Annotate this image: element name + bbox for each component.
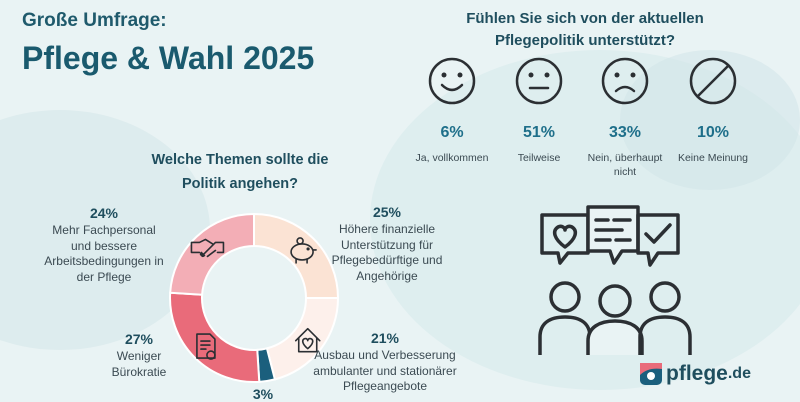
happy-face-icon	[428, 57, 476, 105]
label-finance-text: Höhere finanzielle Unterstützung für Pfl…	[331, 222, 443, 283]
answer-yes-label: Ja, vollkommen	[415, 152, 489, 164]
label-other: 3%	[243, 386, 283, 402]
label-other-value: 3%	[252, 386, 274, 402]
answer-no-opinion: 10% Keine Meinung	[663, 124, 763, 165]
page-title: Pflege & Wahl 2025	[22, 40, 315, 76]
people-icon	[538, 281, 692, 355]
piggy-bank-icon	[290, 237, 317, 264]
answer-partly: 51% Teilweise	[489, 124, 589, 165]
answer-no-label: Nein, überhaupt nicht	[587, 152, 663, 178]
no-opinion-icon	[689, 57, 737, 105]
logo-tld: .de	[727, 365, 751, 382]
heart-bubble-icon	[540, 213, 590, 265]
label-care-offers-text: Ausbau und Verbesserung ambulanter und s…	[313, 348, 457, 393]
answer-no-value: 33%	[608, 124, 642, 141]
label-staff: 24% Mehr Fachpersonal und bessere Arbeit…	[42, 205, 166, 285]
support-question-title: Fühlen Sie sich von der aktuellen Pflege…	[466, 10, 704, 49]
text-bubble-icon	[586, 205, 640, 265]
survey-kicker: Große Umfrage:	[22, 10, 167, 31]
check-bubble-icon	[636, 213, 680, 267]
label-staff-value: 24%	[89, 205, 119, 221]
answer-no-opinion-value: 10%	[696, 124, 730, 141]
sad-face-icon	[601, 57, 649, 105]
label-bureaucracy-text: Weniger Bürokratie	[111, 349, 167, 379]
topics-question-title: Welche Themen sollte die Politik angehen…	[151, 152, 329, 192]
logo-wordmark: pflege	[666, 362, 728, 385]
label-care-offers-value: 21%	[370, 330, 400, 346]
handshake-icon	[190, 238, 225, 258]
topics-donut-chart	[169, 212, 340, 383]
label-staff-text: Mehr Fachpersonal und bessere Arbeitsbed…	[44, 223, 164, 284]
donut-segment	[169, 291, 261, 383]
donut-segment	[169, 212, 255, 296]
document-stamp-icon	[196, 333, 216, 360]
answer-partly-label: Teilweise	[517, 152, 561, 164]
house-heart-icon	[294, 327, 321, 353]
pflege-logo-icon	[640, 363, 662, 385]
label-bureaucracy-value: 27%	[124, 331, 154, 347]
label-bureaucracy: 27% Weniger Bürokratie	[100, 331, 178, 380]
answer-partly-value: 51%	[522, 124, 556, 141]
label-finance-value: 25%	[372, 204, 402, 220]
answer-no: 33% Nein, überhaupt nicht	[575, 124, 675, 179]
answer-yes: 6% Ja, vollkommen	[402, 124, 502, 165]
neutral-face-icon	[515, 57, 563, 105]
label-finance: 25% Höhere finanzielle Unterstützung für…	[322, 204, 452, 284]
people-speech-illustration	[538, 205, 692, 355]
label-care-offers: 21% Ausbau und Verbesserung ambulanter u…	[300, 330, 470, 395]
answer-no-opinion-label: Keine Meinung	[677, 152, 749, 164]
pflege-logo[interactable]: pflege .de	[640, 362, 751, 386]
answer-yes-value: 6%	[440, 124, 464, 141]
